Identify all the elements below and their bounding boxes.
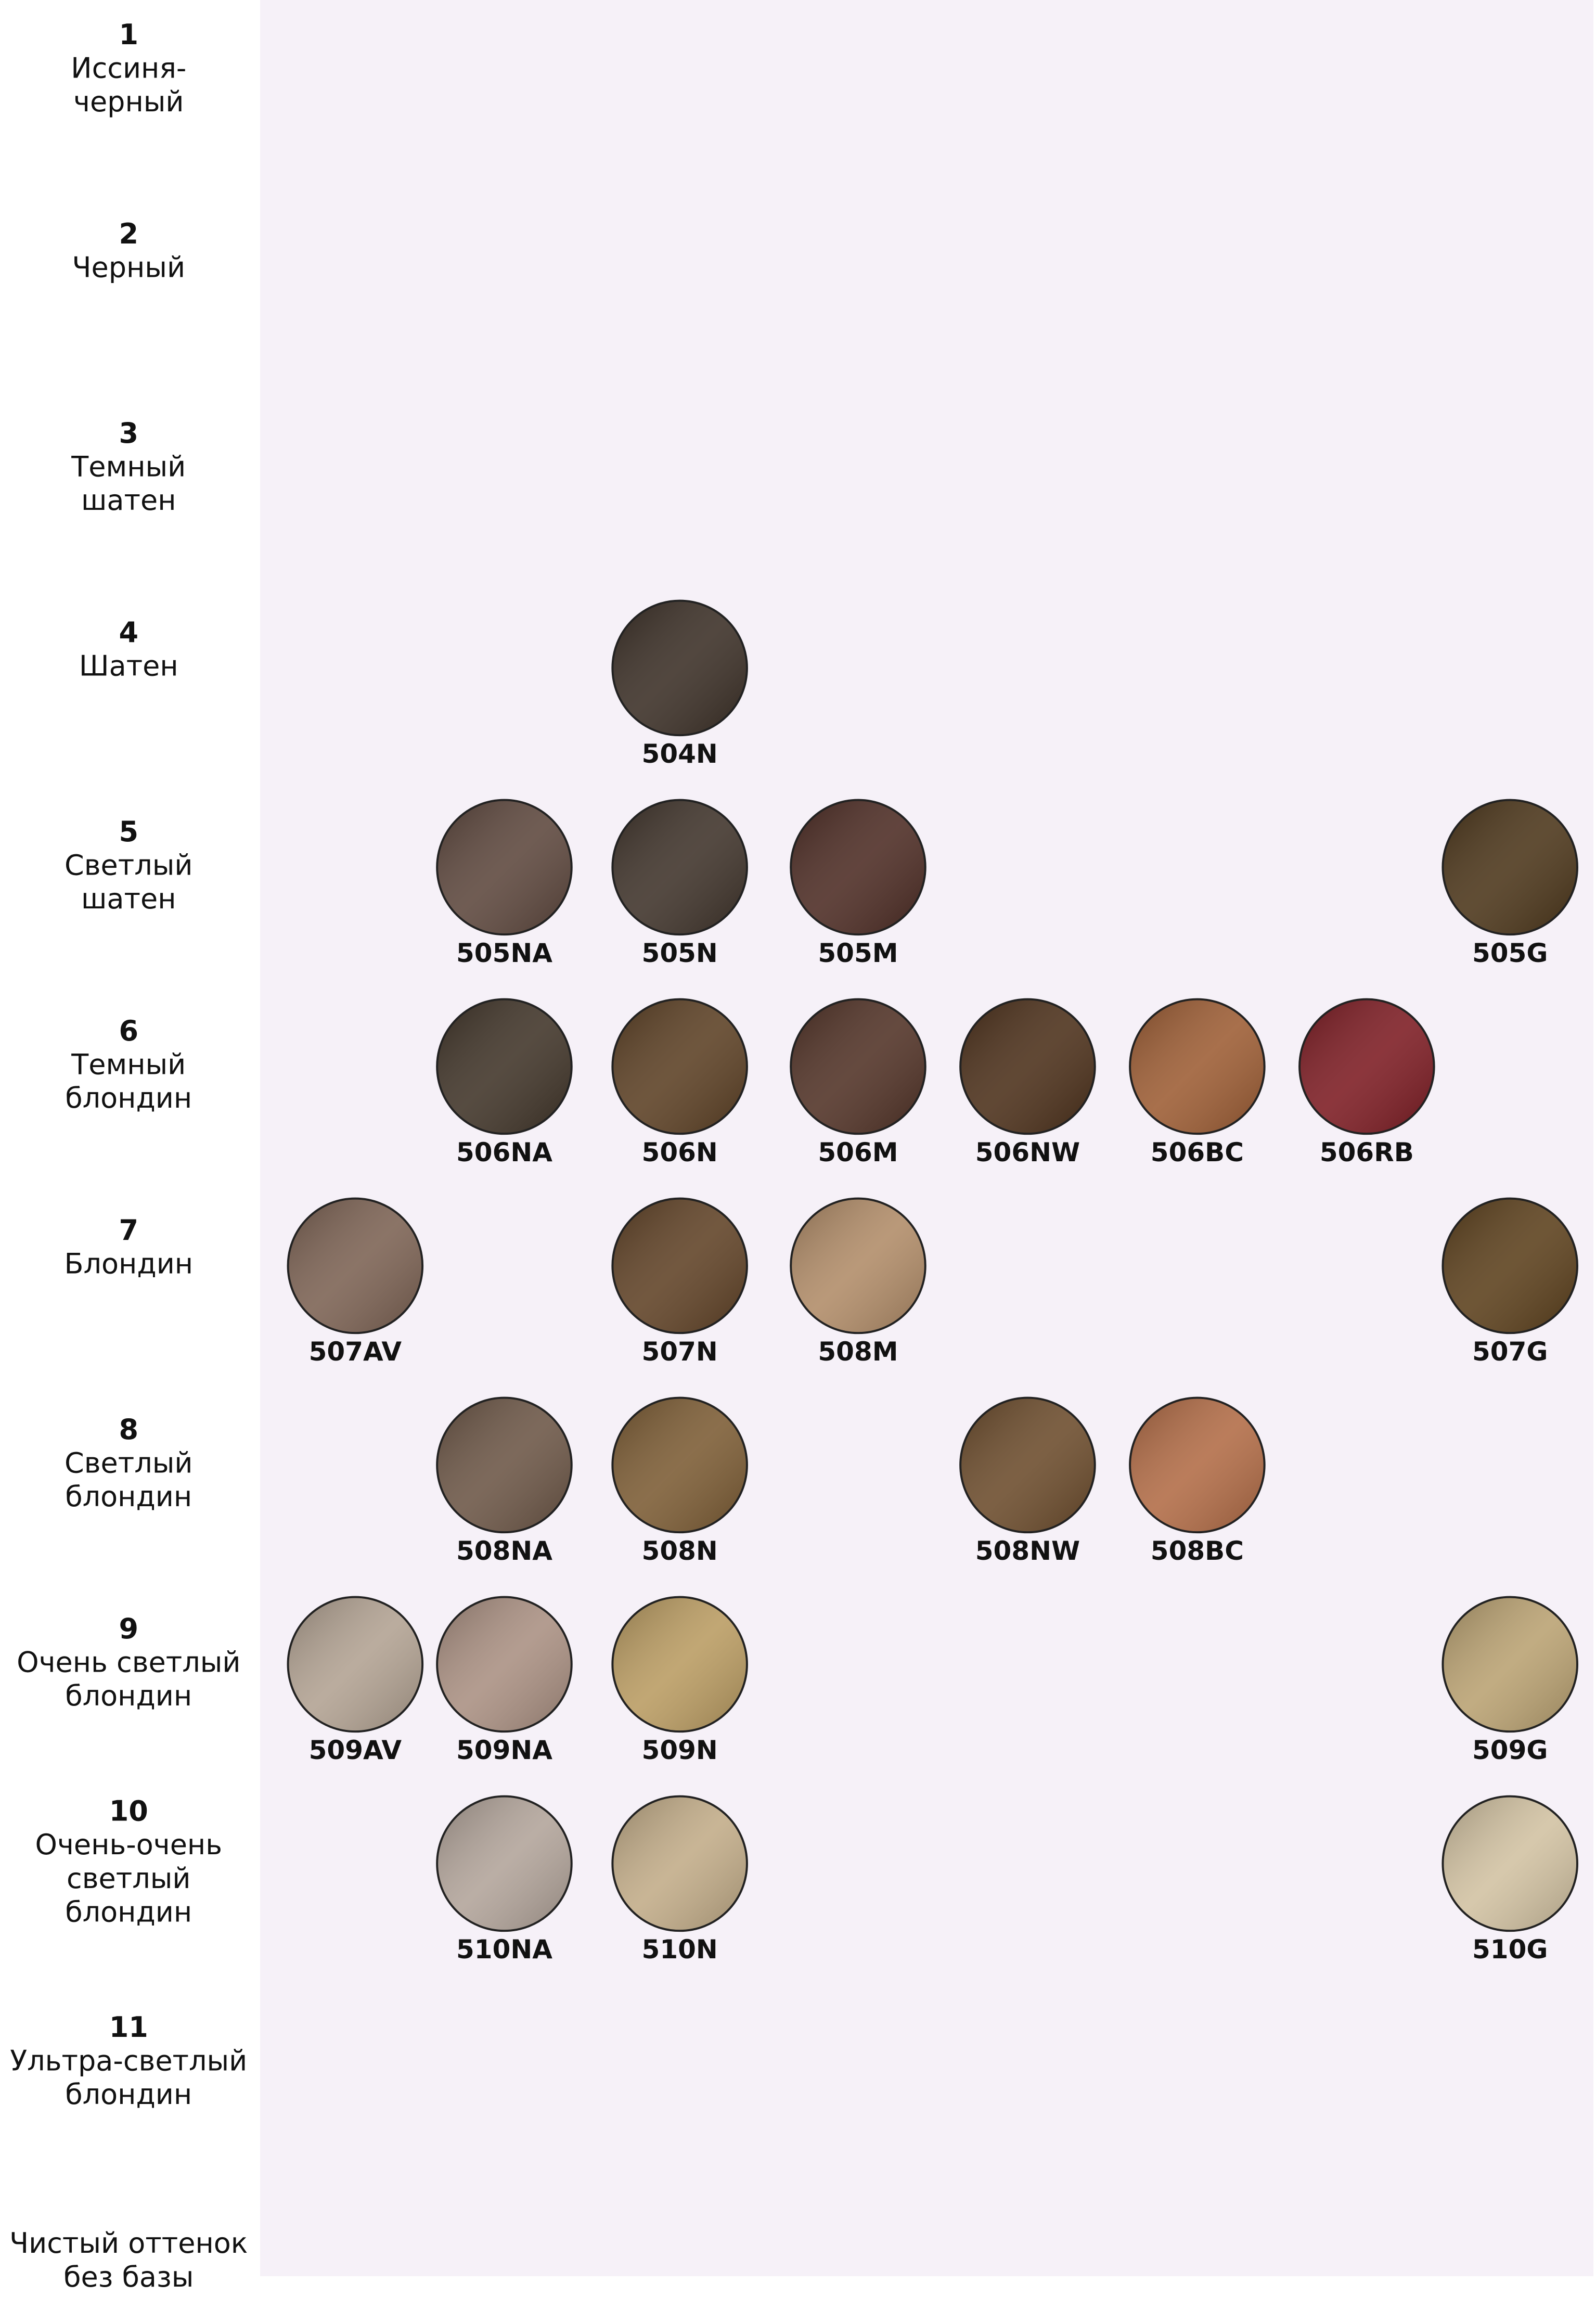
- row-number: 5: [119, 815, 138, 848]
- swatch-shading: [438, 1598, 571, 1731]
- swatch-shading: [961, 1000, 1094, 1133]
- swatch-code: 505G: [1472, 938, 1548, 968]
- swatch-shading: [1301, 1000, 1433, 1133]
- row-name: блондин: [65, 1679, 192, 1712]
- swatch-chart: 1Иссиня-черный2Черный3Темныйшатен4Шатен5…: [0, 0, 1596, 2295]
- swatch-shading: [613, 1399, 746, 1532]
- swatch-code: 509AV: [309, 1735, 402, 1765]
- row-number: 3: [119, 417, 138, 450]
- row-number: 11: [109, 2011, 148, 2044]
- swatch-code: 507G: [1472, 1337, 1548, 1367]
- swatch-shading: [438, 801, 571, 934]
- swatch-code: 508N: [642, 1536, 718, 1566]
- swatch-shading: [1444, 801, 1576, 934]
- swatch-code: 510G: [1472, 1934, 1548, 1965]
- swatch-shading: [289, 1200, 422, 1332]
- row-name: Чистый оттенок: [9, 2227, 248, 2260]
- row-number: 8: [119, 1413, 138, 1446]
- row-number: 2: [119, 217, 138, 250]
- swatch-shading: [1131, 1399, 1264, 1532]
- row-name: Очень-очень: [35, 1828, 223, 1861]
- swatch-code: 509NA: [456, 1735, 552, 1765]
- swatch-shading: [792, 1200, 924, 1332]
- swatch-shading: [792, 801, 924, 934]
- row-number: 9: [119, 1612, 138, 1645]
- swatch-code: 507N: [642, 1337, 718, 1367]
- swatch-shading: [792, 1000, 924, 1133]
- swatch-code: 510NA: [456, 1934, 552, 1965]
- row-number: 6: [119, 1015, 138, 1047]
- row-name: Темный: [71, 1048, 186, 1081]
- row-name: блондин: [65, 1480, 192, 1513]
- swatch-shading: [613, 801, 746, 934]
- row-name: черный: [73, 85, 184, 118]
- row-name: Ультра-светлый: [10, 2045, 247, 2077]
- row-number: 7: [119, 1214, 138, 1247]
- row-name: Очень светлый: [17, 1646, 240, 1679]
- swatch-code: 508NA: [456, 1536, 552, 1566]
- row-name: Светлый: [65, 1447, 192, 1480]
- swatch-shading: [613, 1598, 746, 1731]
- swatch-code: 505N: [642, 938, 718, 968]
- row-name: Шатен: [79, 650, 178, 683]
- row-name: Блондин: [64, 1248, 193, 1280]
- page: {"rows": [ {"number": "1", "name": ["Исс…: [0, 0, 1596, 2295]
- swatch-code: 506RB: [1320, 1137, 1414, 1167]
- row-name: Темный: [71, 451, 186, 483]
- swatch-shading: [961, 1399, 1094, 1532]
- swatch-code: 508NW: [975, 1536, 1080, 1566]
- swatch-shading: [1444, 1200, 1576, 1332]
- swatch-shading: [438, 1399, 571, 1532]
- row-name: светлый: [67, 1862, 190, 1895]
- swatch-shading: [613, 1798, 746, 1930]
- swatch-shading: [438, 1798, 571, 1930]
- row-name: блондин: [65, 2078, 192, 2111]
- swatch-shading: [438, 1000, 571, 1133]
- swatch-code: 505M: [818, 938, 898, 968]
- swatch-shading: [1444, 1798, 1576, 1930]
- swatch-shading: [613, 1000, 746, 1133]
- swatch-code: 510N: [642, 1934, 718, 1965]
- swatch-code: 507AV: [309, 1337, 402, 1367]
- swatch-code: 508M: [818, 1337, 898, 1367]
- swatch-code: 505NA: [456, 938, 552, 968]
- row-name: Черный: [72, 251, 185, 284]
- swatch-shading: [1444, 1598, 1576, 1731]
- swatch-code: 506NW: [975, 1137, 1080, 1167]
- swatch-code: 506BC: [1151, 1137, 1244, 1167]
- row-name: блондин: [65, 1082, 192, 1114]
- row-name: без базы: [63, 2261, 194, 2293]
- swatch-code: 506NA: [456, 1137, 552, 1167]
- swatch-shading: [613, 1200, 746, 1332]
- row-name: блондин: [65, 1895, 192, 1928]
- row-name: Светлый: [65, 849, 192, 882]
- swatch-shading: [613, 602, 746, 735]
- row-name: шатен: [81, 484, 176, 517]
- swatch-code: 506N: [642, 1137, 718, 1167]
- row-name: шатен: [81, 882, 176, 915]
- row-number: 4: [119, 616, 138, 649]
- swatch-shading: [289, 1598, 422, 1731]
- swatch-code: 509N: [642, 1735, 718, 1765]
- swatch-code: 509G: [1472, 1735, 1548, 1765]
- swatch-code: 508BC: [1151, 1536, 1244, 1566]
- swatch-code: 506M: [818, 1137, 898, 1167]
- row-number: 10: [109, 1795, 148, 1828]
- row-number: 1: [119, 18, 138, 51]
- swatch-shading: [1131, 1000, 1264, 1133]
- swatch-code: 504N: [642, 739, 718, 769]
- row-name: Иссиня-: [71, 52, 186, 85]
